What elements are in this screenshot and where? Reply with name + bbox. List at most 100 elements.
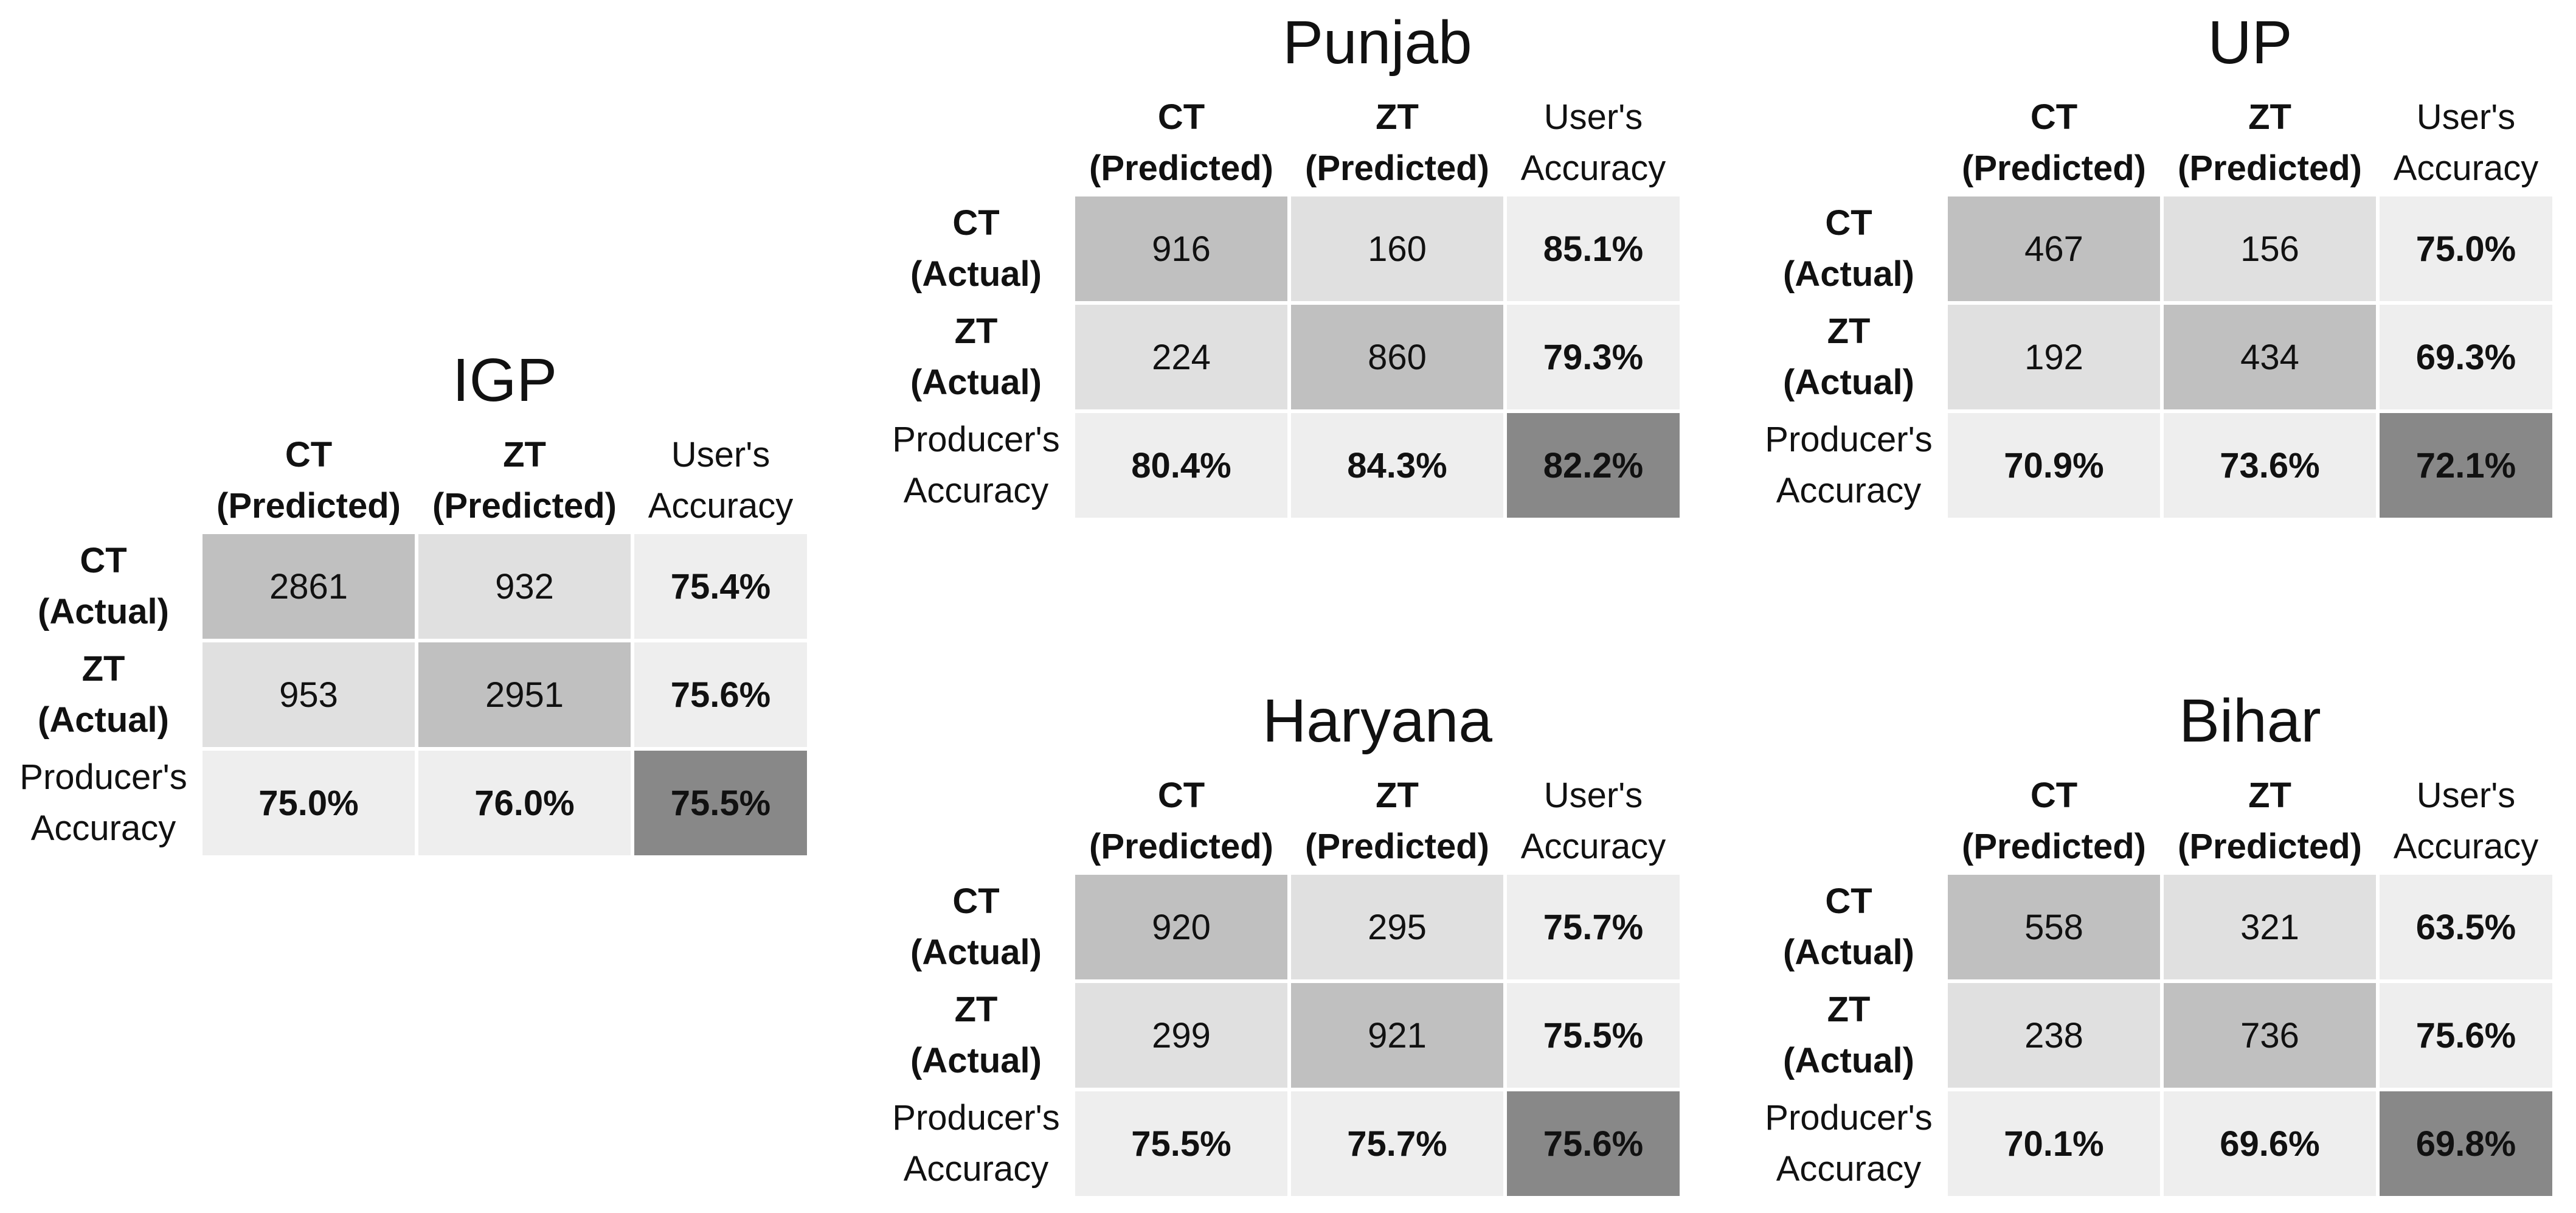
column-header-line: ZT [503,435,546,474]
column-header: CT (Predicted) [1073,88,1289,198]
matrix-grid: 467 156 75.0% 192 434 69.3% 70.9% 73.6% 72.1% [1946,195,2554,520]
matrix-cell: 75.5% [632,749,809,857]
row-header-line: (Actual) [1783,1041,1914,1080]
matrix-cell: 75.7% [1289,1090,1505,1198]
matrix-grid: 2861 932 75.4% 953 2951 75.6% 75.0% 76.0% 75.5% [201,532,809,857]
row-header-line: CT [1825,881,1872,921]
column-header-line: User's [2416,776,2516,815]
matrix-cell: 860 [1289,303,1505,411]
matrix-cell: 295 [1289,873,1505,981]
matrix-cell: 75.5% [1073,1090,1289,1198]
matrix-cell: 75.0% [201,749,417,857]
column-header: ZT (Predicted) [1289,88,1505,198]
matrix-cell: 75.5% [1505,981,1681,1090]
matrix-grid: 558 321 63.5% 238 736 75.6% 70.1% 69.6% 69.8% [1946,873,2554,1198]
column-header-line: (Predicted) [1089,148,1273,188]
matrix-cell: 69.3% [2378,303,2554,411]
matrix-title: IGP [452,346,558,414]
matrix-cell: 156 [2162,195,2378,303]
column-header-line: User's [1543,776,1643,815]
row-header-line: CT [1825,203,1872,243]
column-header-line: CT [285,435,333,474]
column-header: User's Accuracy [632,426,809,535]
row-header-line: ZT [954,311,998,351]
matrix-cell: 79.3% [1505,303,1681,411]
column-header: User's Accuracy [2378,766,2554,876]
matrix-cell: 434 [2162,303,2378,411]
row-header: Producer's Accuracy [12,749,195,857]
column-header: ZT (Predicted) [1289,766,1505,876]
row-header: Producer's Accuracy [1757,411,1940,520]
column-header-line: (Predicted) [1962,148,2146,188]
matrix-cell: 916 [1073,195,1289,303]
row-header: ZT (Actual) [885,981,1067,1090]
row-header-line: (Actual) [1783,363,1914,402]
row-header-line: Accuracy [903,471,1049,510]
matrix-cell: 953 [201,641,417,749]
matrix-cell: 75.4% [632,532,809,641]
column-header-line: (Predicted) [1305,148,1489,188]
matrix-cell: 69.6% [2162,1090,2378,1198]
matrix-cell: 321 [2162,873,2378,981]
row-header-line: (Actual) [910,363,1042,402]
row-header-line: (Actual) [910,933,1042,972]
row-header-line: (Actual) [910,1041,1042,1080]
column-header: ZT (Predicted) [417,426,632,535]
row-header-line: Accuracy [1776,471,1922,510]
matrix-cell: 82.2% [1505,411,1681,520]
matrix-cell: 160 [1289,195,1505,303]
matrix-cell: 73.6% [2162,411,2378,520]
row-header-line: Accuracy [30,808,176,848]
row-header: CT (Actual) [885,195,1067,303]
row-header: ZT (Actual) [12,641,195,749]
row-header: ZT (Actual) [885,303,1067,411]
row-header-line: Producer's [892,420,1060,459]
matrix-grid: 916 160 85.1% 224 860 79.3% 80.4% 84.3% 82.2% [1073,195,1681,520]
row-header-line: (Actual) [1783,933,1914,972]
row-header-line: ZT [81,649,125,689]
column-header-line: (Predicted) [1089,827,1273,866]
column-header-line: Accuracy [2393,827,2539,866]
column-header-line: ZT [2248,776,2291,815]
matrix-title: Haryana [1262,687,1492,755]
row-header-line: Accuracy [903,1149,1049,1189]
matrix-cell: 2861 [201,532,417,641]
matrix-cell: 75.7% [1505,873,1681,981]
matrix-title: UP [2207,9,2293,77]
row-header: ZT (Actual) [1757,981,1940,1090]
matrix-cell: 75.6% [2378,981,2554,1090]
column-header-line: User's [1543,97,1643,137]
column-header-line: (Predicted) [1305,827,1489,866]
row-header-line: ZT [954,990,998,1029]
confusion-matrix-punjab: Punjab CT (Predicted) ZT (Predicted) User's Ac… [885,6,1681,520]
row-header: CT (Actual) [1757,195,1940,303]
column-header: User's Accuracy [1505,88,1681,198]
confusion-matrix-igp: IGP CT (Predicted) ZT (Predicted) User's Accur… [12,344,809,857]
row-header: Producer's Accuracy [1757,1090,1940,1198]
column-header-line: CT [2030,776,2078,815]
matrix-cell: 238 [1946,981,2162,1090]
column-header-line: Accuracy [648,486,794,526]
matrix-grid: 920 295 75.7% 299 921 75.5% 75.5% 75.7% 75.6% [1073,873,1681,1198]
matrix-cell: 558 [1946,873,2162,981]
column-header: CT (Predicted) [201,426,417,535]
column-header-line: CT [1157,97,1205,137]
matrix-cell: 70.1% [1946,1090,2162,1198]
column-header-line: Accuracy [1520,827,1666,866]
matrix-cell: 84.3% [1289,411,1505,520]
matrix-cell: 72.1% [2378,411,2554,520]
row-header-line: ZT [1827,990,1871,1029]
column-header-line: (Predicted) [2178,148,2362,188]
row-header-line: (Actual) [910,254,1042,294]
column-header-line: ZT [1376,97,1419,137]
row-header-line: Producer's [1765,420,1933,459]
matrix-cell: 192 [1946,303,2162,411]
row-header-line: CT [952,881,1000,921]
column-header: CT (Predicted) [1073,766,1289,876]
matrix-title: Bihar [2179,687,2321,755]
matrix-cell: 299 [1073,981,1289,1090]
matrix-cell: 69.8% [2378,1090,2554,1198]
column-header-line: (Predicted) [216,486,401,526]
row-header-line: Producer's [1765,1098,1933,1138]
row-header-line: Producer's [19,757,187,797]
